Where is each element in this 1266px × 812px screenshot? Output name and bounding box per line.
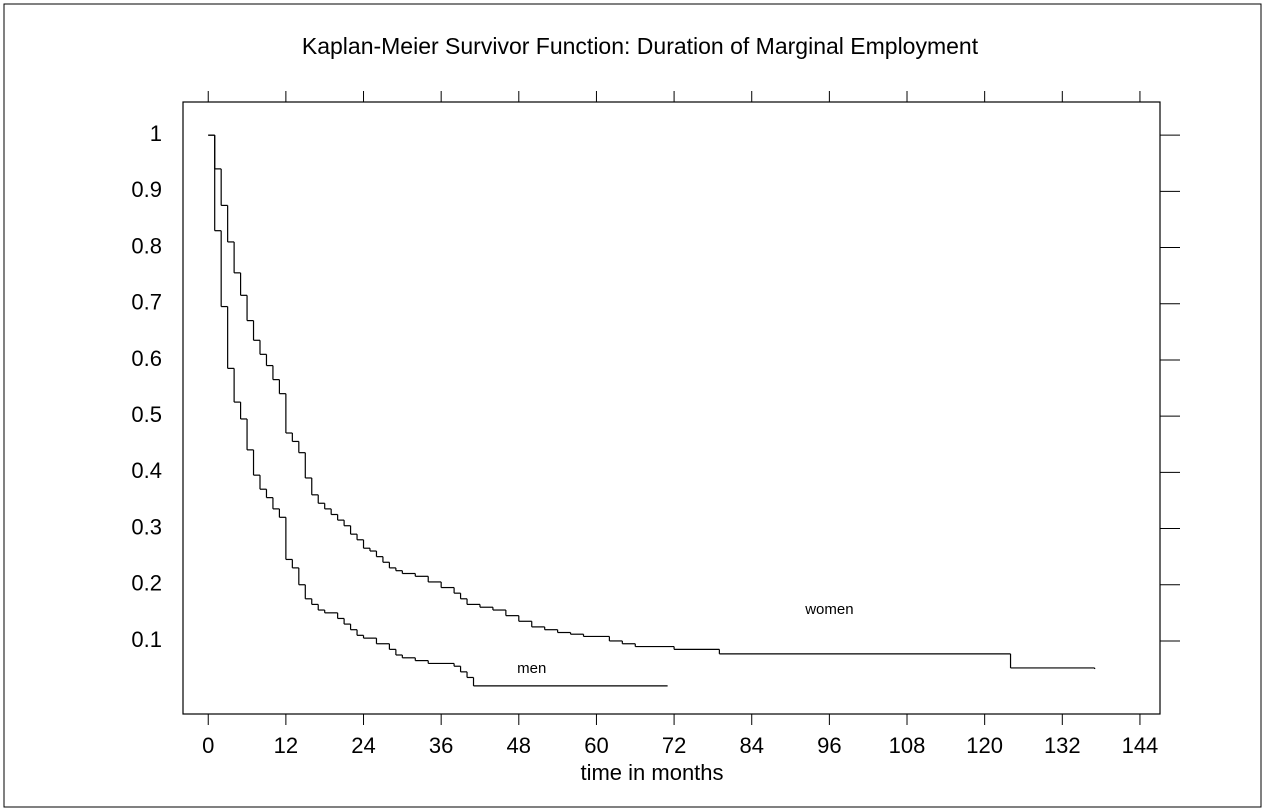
x-tick-label: 120 — [966, 733, 1003, 758]
x-tick-label: 0 — [202, 733, 214, 758]
x-tick-label: 60 — [584, 733, 608, 758]
x-axis-label: time in months — [580, 760, 723, 785]
y-tick-label: 0.2 — [131, 571, 162, 596]
y-tick-label: 0.9 — [131, 177, 162, 202]
x-tick-label: 48 — [507, 733, 531, 758]
frame — [3, 3, 1262, 808]
x-tick-label: 24 — [351, 733, 375, 758]
x-tick-label: 84 — [739, 733, 763, 758]
y-tick-label: 0.1 — [131, 627, 162, 652]
y-tick-label: 0.8 — [131, 233, 162, 258]
y-tick-label: 0.6 — [131, 346, 162, 371]
chart-title: Kaplan-Meier Survivor Function: Duration… — [302, 33, 979, 59]
y-tick-label: 0.3 — [131, 514, 162, 539]
y-tick-label: 0.7 — [131, 290, 162, 315]
y-tick-label: 1 — [150, 121, 162, 146]
y-tick-label: 0.5 — [131, 402, 162, 427]
x-tick-label: 96 — [817, 733, 841, 758]
plot-box — [182, 101, 1161, 715]
x-tick-label: 36 — [429, 733, 453, 758]
x-tick-label: 72 — [662, 733, 686, 758]
series-label: men — [517, 660, 546, 677]
y-tick-label: 0.4 — [131, 458, 162, 483]
series-label: women — [804, 601, 853, 618]
x-tick-label: 132 — [1044, 733, 1081, 758]
x-tick-label: 144 — [1122, 733, 1159, 758]
x-tick-label: 12 — [274, 733, 298, 758]
x-tick-label: 108 — [889, 733, 926, 758]
